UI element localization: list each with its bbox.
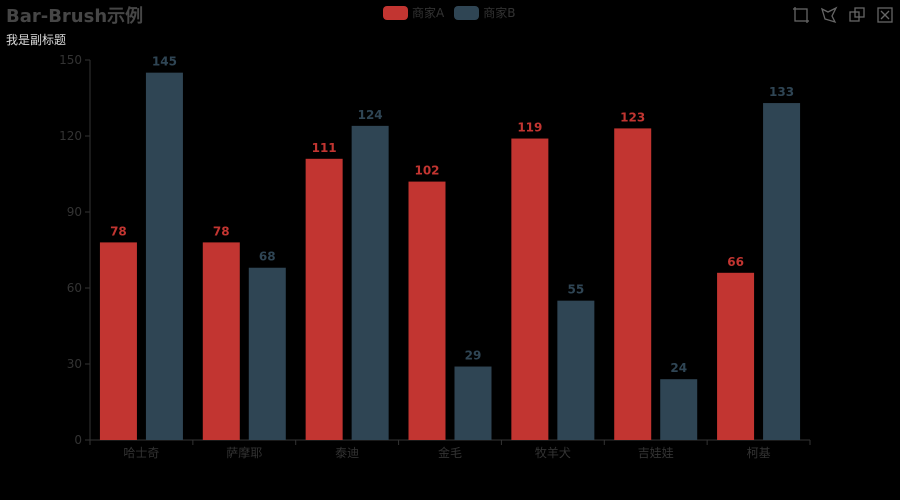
legend-label-series-a: 商家A [412,6,445,20]
rect-brush-icon[interactable] [792,6,810,24]
x-tick-label: 吉娃娃 [638,446,674,460]
data-label: 66 [727,255,744,269]
data-label: 78 [110,224,127,238]
chart-subtitle: 我是副标题 [6,33,67,47]
data-label: 119 [517,121,542,135]
data-label: 102 [414,164,439,178]
x-tick-label: 柯基 [747,446,771,460]
x-tick-label: 金毛 [438,445,462,460]
bar [557,300,595,440]
x-tick-label: 萨摩耶 [226,445,262,460]
keep-selection-icon[interactable] [848,6,866,24]
bar [202,242,240,440]
bar [351,125,389,440]
bar [305,158,343,441]
data-label: 124 [358,108,383,122]
legend-label-series-b: 商家B [483,6,516,20]
bar [145,72,183,441]
bar [717,272,755,440]
legend-item-series-b[interactable]: 商家B [454,4,515,21]
data-label: 145 [152,55,177,69]
bar [408,181,446,440]
y-tick-label: 30 [67,357,82,371]
legend-item-series-a[interactable]: 商家A [383,4,444,21]
chart-title: Bar-Brush示例 [6,6,144,27]
bar [248,267,286,440]
bar [99,242,137,440]
y-tick-label: 120 [59,129,82,143]
data-label: 111 [312,141,337,155]
y-tick-label: 90 [67,205,82,219]
bar [660,379,698,440]
legend: 商家A 商家B [383,4,515,21]
y-tick-label: 150 [59,53,82,67]
data-label: 133 [769,85,794,99]
y-tick-label: 60 [67,281,82,295]
legend-swatch-series-a [383,5,408,20]
x-tick-label: 泰迪 [335,446,359,460]
data-label: 123 [620,110,645,124]
bar [763,103,801,441]
y-tick-label: 0 [74,433,82,447]
x-tick-label: 牧羊犬 [535,445,571,460]
bar [614,128,652,440]
bar [511,138,549,441]
toolbox [792,6,894,24]
data-label: 24 [670,361,687,375]
x-tick-label: 哈士奇 [123,446,159,460]
polygon-brush-icon[interactable] [820,6,838,24]
legend-swatch-series-b [454,5,480,20]
clear-selection-icon[interactable] [876,6,894,24]
data-label: 55 [568,283,585,297]
data-label: 68 [259,250,276,264]
data-label: 78 [213,224,230,238]
bar [454,366,492,440]
data-label: 29 [465,349,482,363]
